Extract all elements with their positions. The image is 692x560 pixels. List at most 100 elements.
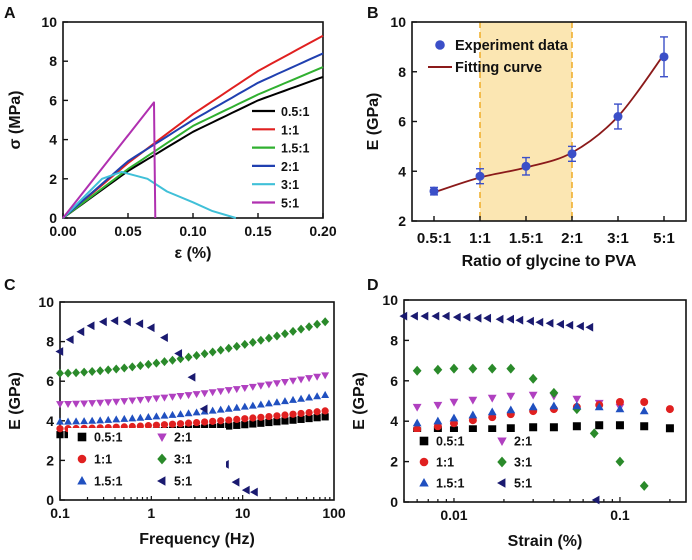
panel-c-data-point	[281, 417, 289, 425]
panel-c-data-point	[152, 412, 161, 420]
panel-c-data-point	[313, 408, 321, 416]
panel-b-legend-marker	[435, 40, 445, 50]
panel-d-data-point	[468, 410, 478, 419]
panel-d-data-point	[441, 311, 450, 321]
panel-c-data-point	[297, 409, 305, 418]
panel-d-data-point	[488, 425, 497, 434]
panel-c-y-tick-label: 8	[46, 334, 54, 350]
panel-c-data-point	[64, 417, 72, 425]
panel-c-data-point	[88, 367, 97, 377]
panel-c-legend-marker	[77, 476, 87, 485]
panel-a-x-axis-title: ε (%)	[175, 245, 212, 262]
panel-c-data-point	[128, 414, 137, 422]
panel-c-data-point	[120, 414, 129, 422]
panel-c-data-point	[128, 362, 137, 372]
panel-d-data-point	[640, 422, 649, 431]
panel-c-data-point	[136, 413, 145, 421]
panel-c-data-point	[200, 349, 209, 359]
panel-c-data-point	[272, 331, 281, 341]
panel-c-data-point	[233, 421, 241, 429]
panel-c-data-point	[56, 425, 64, 433]
panel-c-data-point	[146, 323, 155, 333]
panel-c-data-point	[249, 414, 257, 422]
panel-d-legend-marker	[497, 478, 506, 488]
panel-c-data-point	[174, 349, 183, 358]
panel-c-data-point	[104, 399, 113, 407]
panel-c-data-point	[273, 418, 281, 426]
panel-d-data-point	[576, 321, 584, 331]
panel-c-data-point	[305, 375, 314, 383]
panel-d-data-point	[431, 311, 440, 321]
panel-c-legend-marker	[157, 433, 167, 442]
panel-d-data-point	[433, 426, 442, 435]
panel-d-x-tick-label: 0.01	[440, 507, 467, 523]
panel-c-data-point	[272, 380, 281, 388]
panel-c-data-point	[224, 404, 233, 412]
panel-d-data-point	[433, 364, 443, 375]
panel-c-modulus-frequency-chart: 0 2 4 6 8 10 0.1 1 10 100 Frequency (Hz) E (GPa) 0.5…	[7, 294, 346, 548]
panel-a-series-line	[62, 52, 324, 219]
panel-c-data-point	[289, 326, 297, 336]
panel-c-data-point	[80, 400, 89, 408]
panel-c-data-point	[64, 400, 72, 409]
panel-c-data-point	[96, 366, 105, 376]
panel-d-data-point	[433, 416, 443, 425]
panel-b-x-tick-label: 5:1	[653, 230, 675, 247]
panel-c-legend-marker	[77, 432, 87, 442]
panel-b-legend-label: Experiment data	[455, 38, 569, 54]
panel-b-y-axis-title: E (GPa)	[365, 93, 382, 151]
panel-d-data-point	[572, 422, 581, 431]
panel-b-y-tick-label: 6	[398, 114, 406, 130]
panel-c-legend-marker	[77, 454, 87, 464]
panel-d-data-point	[449, 398, 459, 407]
panel-b-y-tick-label: 4	[398, 163, 406, 179]
panel-d-data-point	[468, 363, 478, 374]
panel-c-data-point	[144, 396, 153, 404]
panel-c-data-point	[313, 392, 322, 400]
panel-c-data-point	[136, 396, 145, 404]
panel-c-data-point	[184, 352, 193, 362]
panel-c-x-tick-label: 0.1	[50, 505, 70, 521]
panel-c-data-point	[321, 390, 330, 398]
panel-d-legend-marker	[419, 478, 429, 487]
panel-c-data-point	[192, 350, 201, 360]
panel-c-data-point	[192, 418, 201, 427]
panel-d-data-point	[572, 395, 582, 404]
panel-d-data-point	[487, 394, 497, 403]
panel-d-data-point	[433, 401, 443, 410]
panel-c-data-point	[264, 333, 273, 343]
panel-c-data-point	[240, 384, 249, 392]
panel-c-data-point	[56, 368, 64, 378]
panel-d-data-point	[506, 405, 516, 414]
panel-c-data-point	[201, 418, 209, 426]
panel-d-data-point	[515, 315, 524, 325]
panel-c-data-point	[297, 324, 306, 334]
panel-d-modulus-strain-chart: 0 2 4 6 8 10 0.01 0.1 Strain (%) E (GPa) 0.5:1 2:1 1…	[351, 292, 687, 550]
panel-d-y-tick-label: 8	[390, 332, 398, 348]
panel-d-y-tick-label: 4	[390, 413, 398, 429]
panel-c-data-point	[208, 406, 217, 414]
panel-d-data-point	[615, 456, 625, 467]
panel-c-data-point	[313, 373, 322, 381]
panel-c-data-point	[112, 398, 121, 406]
panel-c-data-point	[86, 321, 95, 331]
panel-c-data-point	[233, 415, 241, 424]
panel-c-data-point	[217, 417, 225, 425]
panel-c-legend-label: 1:1	[94, 453, 112, 467]
panel-c-data-point	[184, 409, 193, 417]
panel-c-data-point	[225, 422, 233, 430]
panel-a-legend-label: 0.5:1	[281, 105, 310, 119]
panel-c-data-point	[321, 413, 329, 421]
panel-c-x-tick-label: 1	[147, 505, 155, 521]
panel-c-x-axis-title: Frequency (Hz)	[139, 531, 255, 548]
panel-c-data-point	[88, 400, 97, 408]
panel-d-plot-frame	[403, 299, 687, 503]
panel-c-data-point	[256, 335, 265, 345]
panel-a-series-line	[62, 170, 237, 219]
panel-d-y-tick-label: 2	[390, 454, 398, 470]
panel-d-data-point	[413, 425, 422, 434]
panel-c-data-point	[209, 423, 217, 431]
panel-b-x-tick-label: 2:1	[561, 230, 583, 247]
panel-c-data-point	[248, 401, 257, 409]
panel-d-data-point	[473, 313, 482, 323]
